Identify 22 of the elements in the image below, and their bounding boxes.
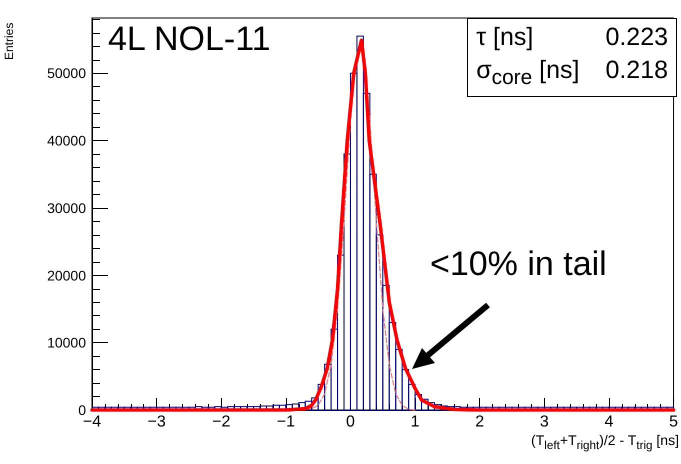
annotation: <10% in tail: [430, 245, 607, 284]
x-axis-title: (T$_{left}$+T$_{right}$)/2 - T$_{trig}$ [ns]: [531, 432, 679, 452]
x-tick-label: 2: [475, 414, 484, 430]
x-tick-label: 0: [346, 414, 356, 430]
x-tick-label: −2: [212, 414, 230, 430]
annotation: σ$_{core}$ [ns]: [476, 55, 580, 91]
x-tick-label: 3: [540, 414, 549, 430]
annotation: 4L NOL-11: [108, 20, 271, 59]
x-tick-label: 1: [410, 414, 420, 430]
y-tick-label: 10000: [47, 334, 86, 351]
y-tick-label: 40000: [47, 132, 86, 149]
x-tick-label: −1: [276, 414, 296, 430]
annotation: 0.223: [605, 22, 668, 53]
y-tick-label: 20000: [47, 267, 86, 284]
annotation: 0.218: [605, 55, 668, 86]
x-tick-label: 5: [669, 414, 678, 430]
y-tick-label: 50000: [47, 65, 86, 82]
annotation: τ [ns]: [476, 22, 534, 53]
x-tick-label: −3: [147, 414, 166, 430]
x-tick-label: 4: [604, 414, 614, 430]
y-tick-label: 30000: [47, 200, 86, 216]
y-axis-title: Entries: [2, 22, 16, 60]
